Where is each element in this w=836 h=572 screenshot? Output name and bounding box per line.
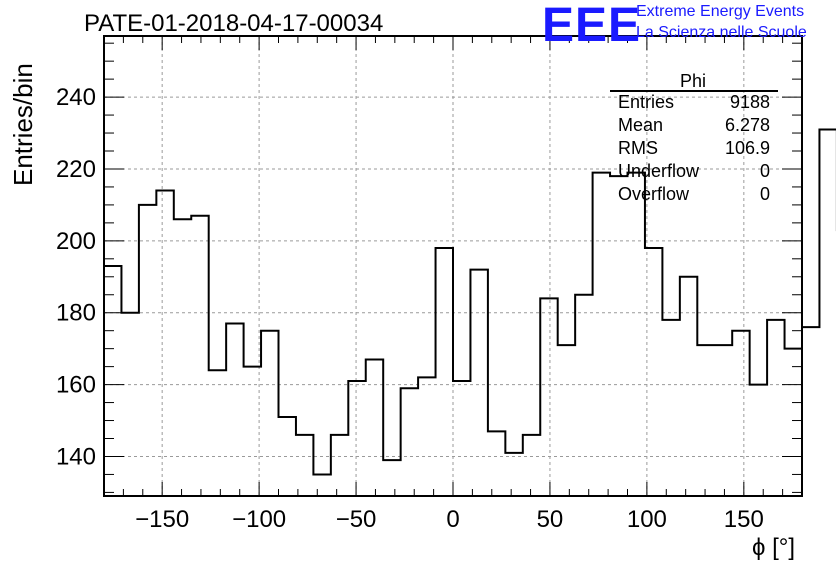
stats-value-overflow: 0 [759,184,770,204]
stats-label-entries: Entries [618,92,675,112]
stats-value-underflow: 0 [759,161,770,181]
stats-label-underflow: Underflow [618,161,700,181]
y-tick-label: 240 [56,84,96,111]
org-subtitle: La Scienza nelle Scuole [636,24,807,41]
x-tick-label: 100 [627,506,667,533]
x-tick-label: 150 [724,506,764,533]
stats-label-rms: RMS [618,138,658,158]
stats-label-mean: Mean [618,115,664,135]
x-tick-label: −50 [336,506,377,533]
x-tick-label: −100 [232,506,286,533]
org-name: Extreme Energy Events [636,3,805,20]
y-axis-label: Entries/bin [8,63,38,186]
x-tick-label: 50 [537,506,564,533]
stats-value-entries: 9188 [729,92,770,112]
y-tick-label: 160 [56,372,96,399]
axis-ticks [104,36,802,496]
stats-title: Phi [680,71,707,91]
x-tick-label: 0 [446,506,459,533]
plot-title: PATE-01-2018-04-17-00034 [84,10,384,37]
stats-value-rms: 106.9 [724,138,770,158]
y-tick-label: 220 [56,156,96,183]
y-tick-label: 180 [56,300,96,327]
y-tick-label: 140 [56,443,96,470]
stats-label-overflow: Overflow [618,184,690,204]
tick-labels: −150 −100 −50 0 50 100 150 140 160 180 200 220 240 [56,84,764,533]
stats-value-mean: 6.278 [724,115,770,135]
x-axis-label: ϕ [°] [752,534,796,561]
eee-logo: EEE [542,0,642,52]
x-tick-label: −150 [135,506,189,533]
y-tick-label: 200 [56,228,96,255]
